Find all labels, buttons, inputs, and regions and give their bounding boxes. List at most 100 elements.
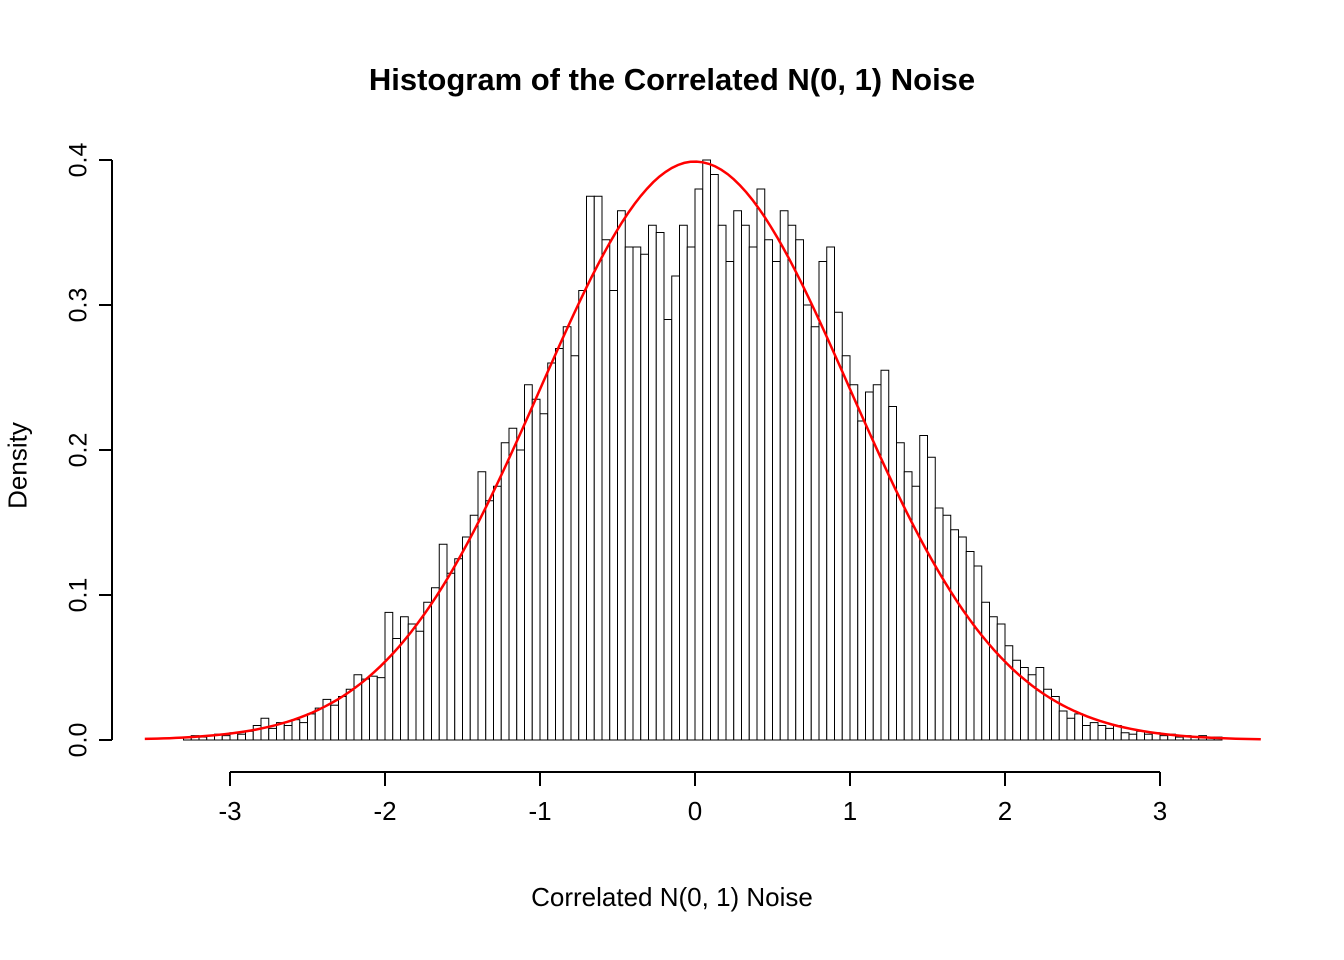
y-axis-title: Density <box>2 422 33 509</box>
x-tick-label: 0 <box>688 796 702 826</box>
histogram-bar <box>539 413 549 741</box>
histogram-bar <box>407 623 417 741</box>
x-tick-label: 1 <box>843 796 857 826</box>
histogram-bar <box>772 261 781 741</box>
histogram-bar <box>826 246 835 741</box>
y-tick-label: 0.2 <box>65 433 93 468</box>
histogram-bar <box>469 514 479 741</box>
histogram-bar <box>787 224 797 741</box>
histogram-bar <box>415 630 425 741</box>
histogram-bar <box>221 735 231 741</box>
histogram-bar <box>950 529 959 741</box>
histogram-bar <box>369 675 378 741</box>
histogram-bar <box>462 536 471 741</box>
histogram-bar <box>965 551 975 741</box>
histogram-bar <box>384 611 394 741</box>
histogram-bar <box>919 435 928 741</box>
histogram-bar <box>493 485 502 741</box>
histogram-bar <box>880 369 890 741</box>
histogram-bar <box>679 224 688 741</box>
histogram-bar <box>454 558 463 741</box>
histogram-bar <box>1035 667 1045 741</box>
histogram-bar <box>632 246 642 741</box>
histogram-bar <box>981 601 990 741</box>
x-tick-label: 2 <box>998 796 1012 826</box>
histogram-bar <box>648 224 657 741</box>
histogram-bar <box>338 696 347 741</box>
x-tick-label: -2 <box>373 796 396 826</box>
histogram-bar <box>748 246 758 741</box>
histogram-bar <box>671 275 680 741</box>
histogram-bar <box>655 232 665 741</box>
histogram-bar <box>268 727 277 741</box>
histogram-bar <box>361 678 370 741</box>
histogram-bar <box>779 210 789 741</box>
histogram-bar <box>609 290 618 741</box>
histogram-bar <box>438 543 448 741</box>
histogram-bar <box>617 210 626 741</box>
histogram-bar <box>307 713 316 741</box>
x-tick-label: -3 <box>218 796 241 826</box>
histogram-bar <box>431 587 440 741</box>
histogram-bar <box>245 730 254 741</box>
histogram-bar <box>531 398 541 741</box>
histogram-bar <box>996 623 1006 741</box>
histogram-bar <box>1105 727 1114 741</box>
normal-density-curve <box>144 160 1261 741</box>
histogram-bar <box>810 326 820 741</box>
histogram-bar <box>803 304 812 741</box>
histogram-bar <box>314 707 324 741</box>
histogram-bar <box>834 311 843 741</box>
histogram-bar <box>237 733 246 741</box>
histogram-bar <box>508 427 518 741</box>
histogram-bar <box>989 616 998 741</box>
histogram-bar <box>291 719 301 741</box>
histogram-bar <box>1120 732 1130 741</box>
histogram-bar <box>1175 736 1184 741</box>
histogram-bar <box>500 442 510 741</box>
y-tick-label: 0.3 <box>65 288 93 323</box>
histogram-bar <box>663 319 673 741</box>
x-axis-title: Correlated N(0, 1) Noise <box>531 882 813 912</box>
histogram-bar <box>896 442 905 741</box>
histogram-bar <box>283 725 293 741</box>
histogram-bar <box>710 174 719 741</box>
histogram-bar <box>764 239 773 741</box>
chart-title: Histogram of the Correlated N(0, 1) Nois… <box>368 62 976 97</box>
histogram-bar <box>601 239 611 741</box>
histogram-bar <box>717 224 727 741</box>
histogram-bar <box>1159 735 1169 741</box>
histogram-bar <box>1082 725 1091 741</box>
histogram-bar <box>741 224 750 741</box>
histogram-bar <box>725 261 735 741</box>
histogram-bar <box>702 159 711 741</box>
histogram-bar <box>1074 713 1083 741</box>
histogram-bar <box>865 391 874 741</box>
histogram-bar <box>1066 717 1076 741</box>
histogram-bar <box>841 355 851 741</box>
histogram-bar <box>1058 710 1068 741</box>
histogram-bar <box>756 188 766 741</box>
histogram-bar <box>376 677 386 741</box>
histogram-bar <box>593 195 603 741</box>
x-tick-label: -1 <box>528 796 551 826</box>
histogram-bar <box>973 565 983 741</box>
histogram-bar <box>958 536 967 741</box>
histogram-bar <box>1089 722 1099 741</box>
histogram-bar <box>446 572 456 741</box>
histogram-bar <box>694 188 704 741</box>
histogram-bar <box>934 507 944 741</box>
histogram-bar <box>299 722 308 741</box>
histogram-bar <box>330 704 339 741</box>
histogram-bar <box>686 246 696 741</box>
histogram-bar <box>423 601 432 741</box>
histogram-bar <box>849 384 859 741</box>
histogram-bar <box>624 246 634 741</box>
histogram-bar <box>1128 733 1138 741</box>
histogram-bar <box>795 239 804 741</box>
histogram-bar <box>927 456 936 741</box>
histogram-bar <box>516 449 525 741</box>
histogram-bar <box>733 210 742 741</box>
histogram-bar <box>942 514 952 741</box>
histogram-bar <box>562 326 572 741</box>
